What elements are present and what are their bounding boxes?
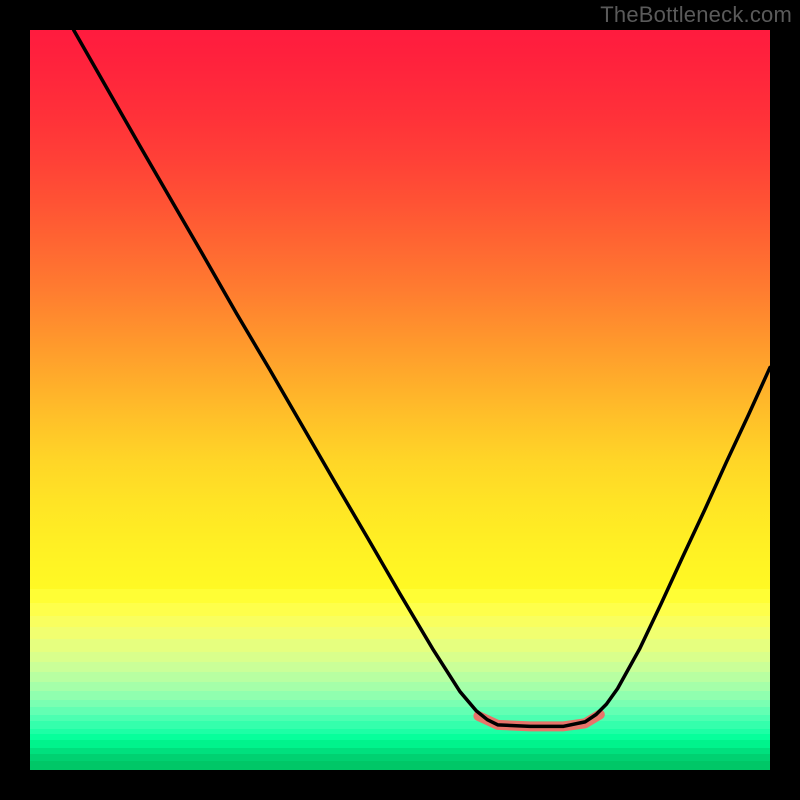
plot-area	[30, 30, 770, 770]
watermark-text: TheBottleneck.com	[600, 2, 792, 28]
curve-layer	[30, 30, 770, 770]
bottleneck-curve	[74, 30, 770, 726]
chart-container: TheBottleneck.com	[0, 0, 800, 800]
